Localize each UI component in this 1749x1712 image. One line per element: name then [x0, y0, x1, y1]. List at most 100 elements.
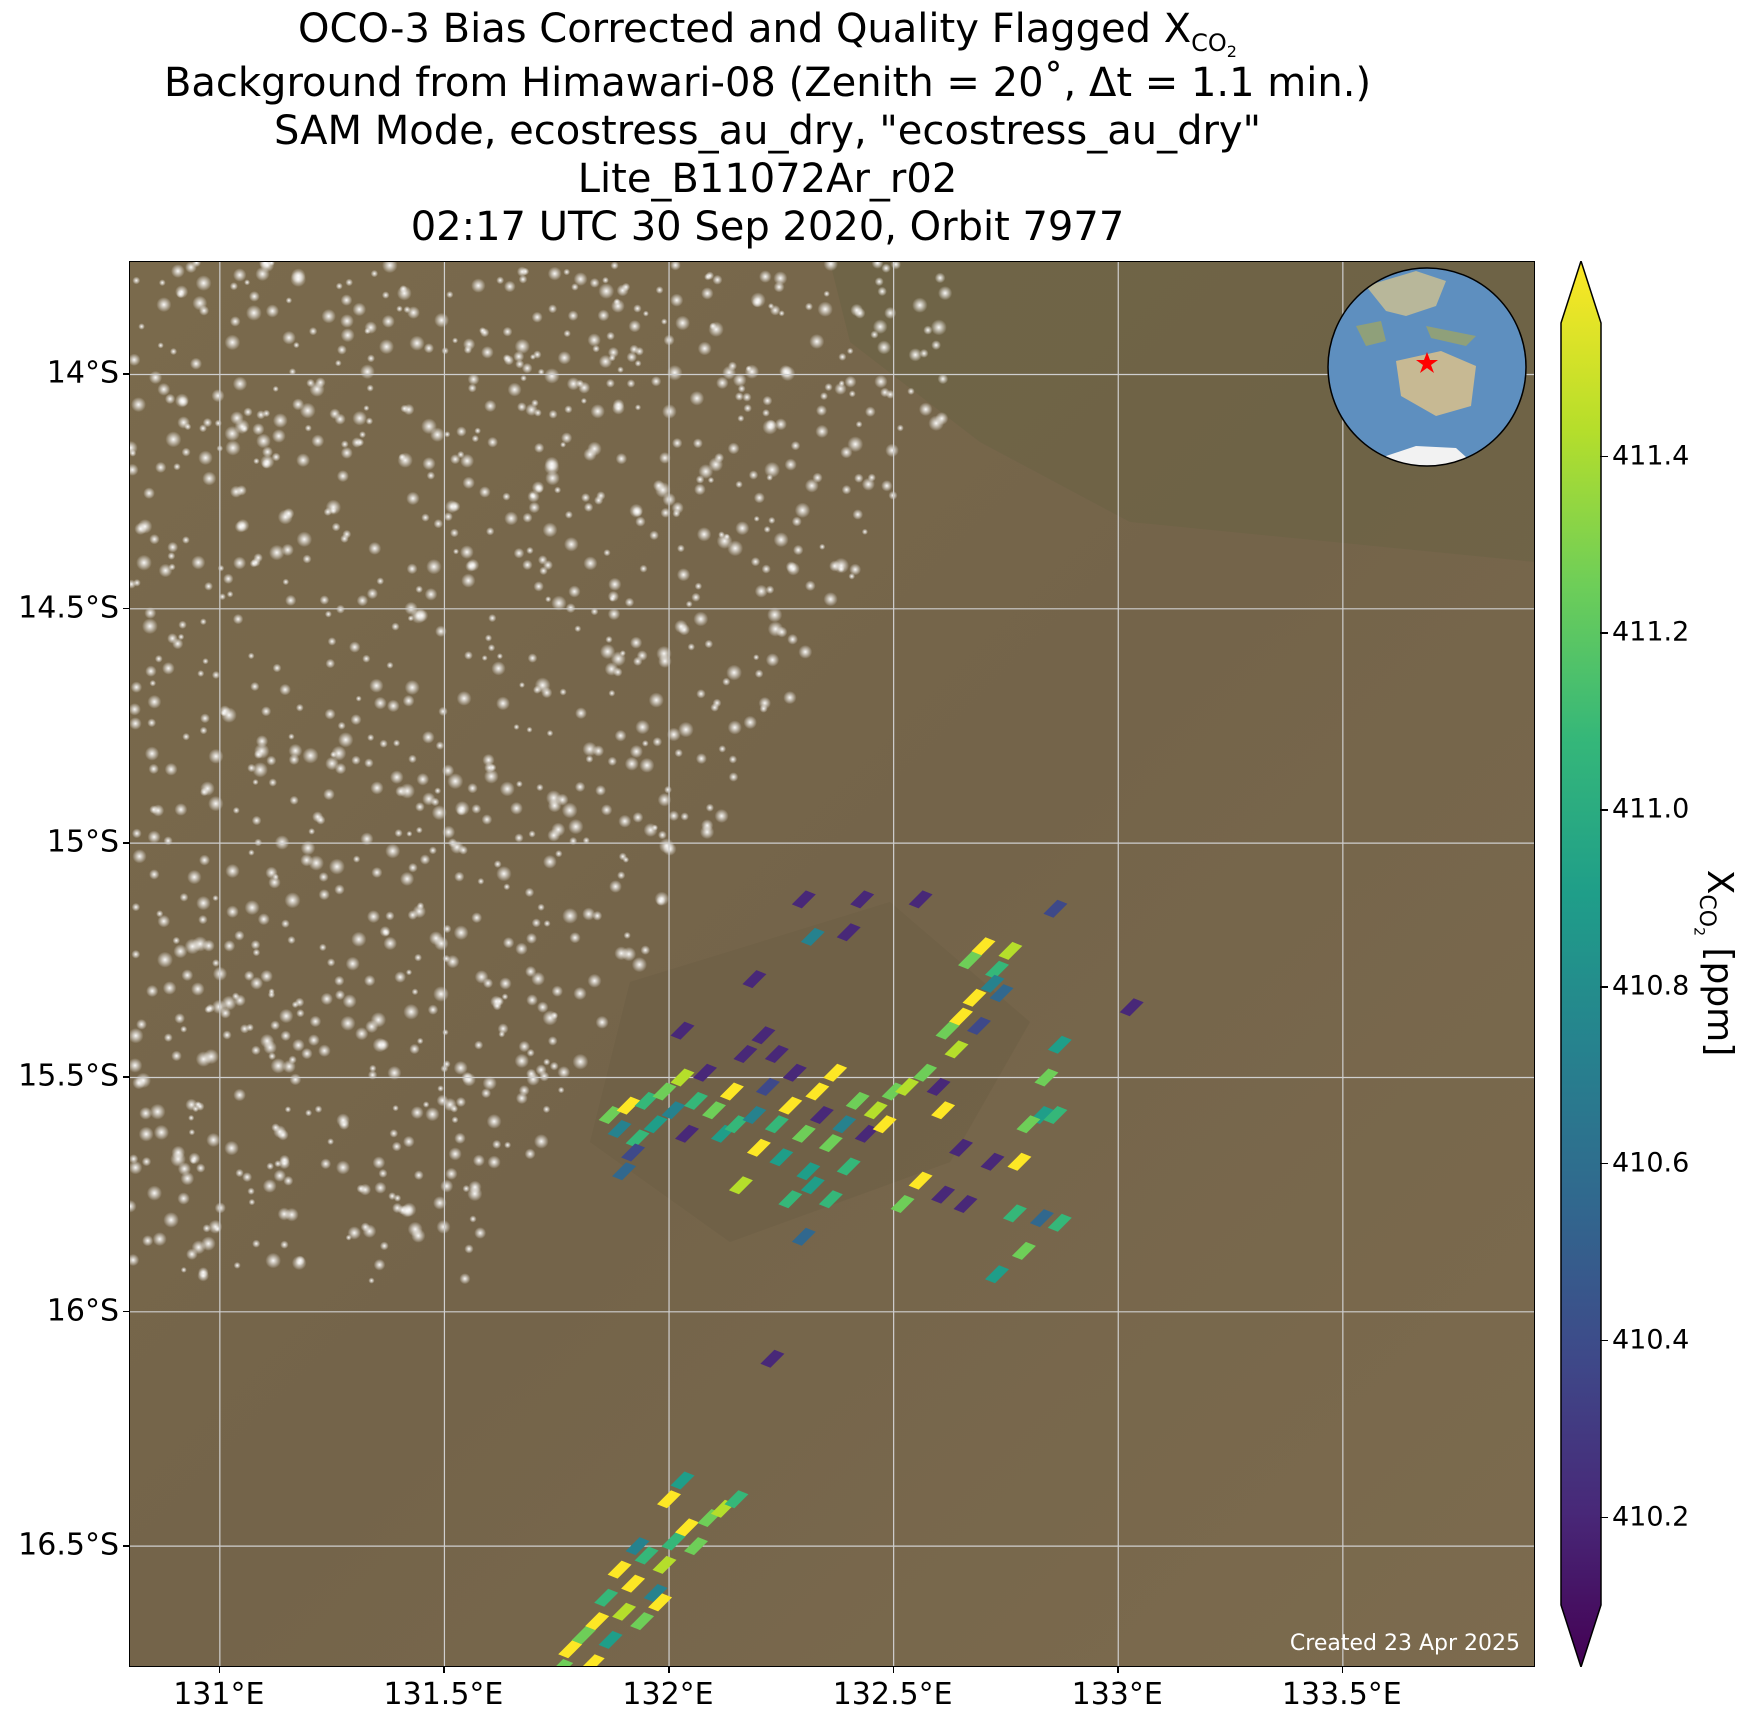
xco2-sounding [958, 951, 982, 970]
cloud-puff [701, 819, 714, 832]
cloud-puff [635, 346, 644, 356]
cloud-puff [177, 633, 185, 641]
cloud-puff [451, 1116, 459, 1124]
title-line-3: SAM Mode, ecostress_au_dry, "ecostress_a… [273, 108, 1261, 154]
cloud-puff [290, 271, 307, 287]
cloud-puff [805, 302, 813, 311]
cloud-puff [528, 501, 540, 514]
xco2-sounding [598, 1106, 623, 1124]
cloud-puff [130, 1028, 144, 1044]
cloud-puff [618, 852, 627, 861]
cloud-puff [705, 803, 715, 812]
cloud-puff [132, 849, 147, 864]
cloud-puff [277, 509, 293, 525]
cloud-puff [567, 310, 579, 321]
cloud-puff [537, 1001, 549, 1013]
cloud-puff [217, 564, 225, 572]
xco2-sounding [607, 1560, 632, 1579]
cloud-puff [320, 992, 333, 1006]
cloud-puff [324, 708, 336, 720]
cloud-puff [224, 425, 240, 442]
cloud-puff [718, 531, 725, 538]
cloud-puff [422, 792, 436, 806]
cloud-puff [131, 397, 146, 413]
cloud-puff [643, 823, 658, 837]
xco2-sounding [791, 1124, 816, 1143]
cloud-puff [393, 739, 401, 747]
cloud-puff [202, 471, 217, 486]
cloud-puff [923, 325, 933, 335]
cloud-puff [211, 670, 221, 680]
cloud-puff [223, 940, 236, 952]
longitude-tick-label: 133°E [1071, 1677, 1163, 1712]
xco2-sounding [684, 1091, 708, 1110]
southeast-asia-landmass [1356, 321, 1386, 346]
cloud-puff [554, 486, 562, 494]
cloud-puff [187, 869, 202, 885]
colorbar-tick-label: 411.0 [1612, 793, 1690, 825]
cloud-puff [157, 382, 171, 396]
cloud-puff [598, 354, 613, 369]
cloud-puff [566, 377, 580, 391]
cloud-puff [608, 689, 616, 697]
cloud-puff [765, 585, 775, 594]
xco2-sounding [675, 1518, 699, 1537]
cloud-puff [861, 477, 875, 491]
cloud-puff [823, 290, 830, 297]
cloud-puff [134, 522, 147, 535]
cloud-puff [855, 420, 863, 428]
cloud-puff [364, 327, 371, 335]
cloud-puff [534, 408, 542, 417]
cloud-puff [292, 398, 305, 411]
cloud-puff [762, 395, 773, 406]
xco2-sounding [1011, 1241, 1036, 1260]
cloud-puff [872, 319, 888, 334]
cloud-puff [279, 683, 291, 696]
cloud-puff [389, 1129, 399, 1138]
cloud-puff [385, 843, 401, 859]
cloud-puff [441, 347, 449, 355]
cloud-puff [753, 492, 765, 504]
cloud-puff [407, 306, 420, 319]
cloud-puff [171, 1050, 182, 1062]
dark-terrain-region [590, 902, 1030, 1242]
cloud-puff [315, 377, 326, 388]
cloud-puff [435, 741, 445, 750]
xco2-sounding [823, 1063, 848, 1082]
cloud-puff [635, 719, 650, 735]
cloud-puff [262, 1179, 277, 1193]
cloud-puff [355, 695, 362, 702]
cloud-puff [742, 392, 752, 402]
cloud-puff [677, 544, 685, 553]
cloud-puff [642, 310, 649, 317]
cloud-puff [394, 829, 403, 838]
cloud-puff [173, 463, 181, 471]
cloud-puff [342, 529, 352, 539]
xco2-sounding [585, 1612, 610, 1631]
cloud-field [130, 262, 953, 1285]
cloud-puff [543, 854, 557, 869]
cloud-puff [252, 948, 261, 957]
cloud-puff [130, 717, 142, 730]
cloud-puff [225, 863, 240, 879]
xco2-sounding [1007, 1152, 1032, 1171]
cloud-puff [406, 491, 420, 506]
cloud-puff [130, 1058, 143, 1073]
cloud-puff [907, 387, 915, 395]
cloud-puff [144, 607, 157, 619]
cloud-puff [271, 429, 286, 443]
cloud-puff [355, 1027, 369, 1041]
cloud-puff [607, 346, 619, 358]
cloud-puff [256, 433, 271, 449]
cloud-puff [165, 431, 182, 448]
xco2-sounding [971, 937, 996, 956]
cloud-puff [410, 1106, 424, 1120]
xco2-sounding [621, 1143, 646, 1162]
cloud-puff [773, 271, 788, 286]
cloud-puff [260, 969, 273, 983]
cloud-puff [881, 263, 891, 273]
cloud-puff [518, 1040, 530, 1053]
cloud-puff [147, 830, 161, 844]
cloud-puff [177, 416, 190, 429]
cloud-puff [600, 644, 616, 660]
